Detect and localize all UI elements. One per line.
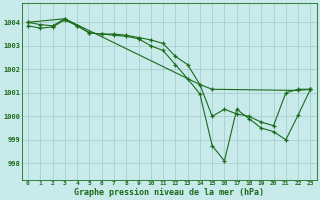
X-axis label: Graphe pression niveau de la mer (hPa): Graphe pression niveau de la mer (hPa)	[74, 188, 264, 197]
